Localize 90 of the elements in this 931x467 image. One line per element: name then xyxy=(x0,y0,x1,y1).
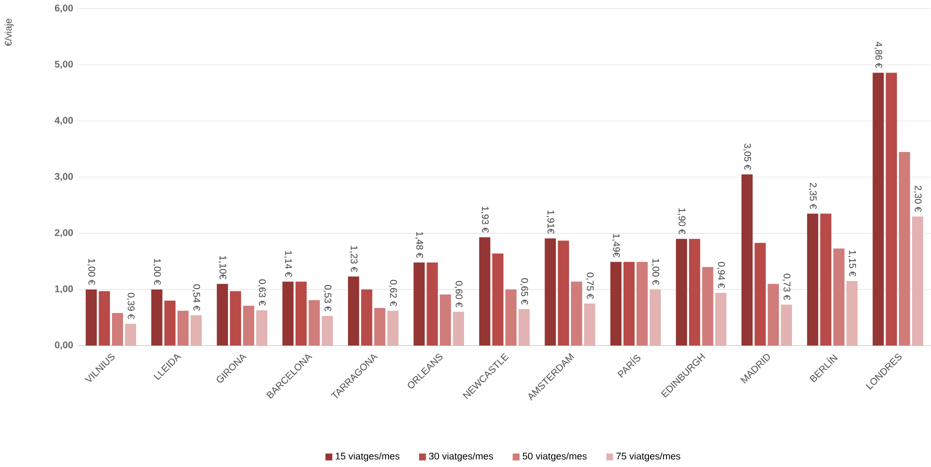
data-label: 2,30 € xyxy=(914,186,922,212)
data-label: 1,15 € xyxy=(848,250,856,276)
bar xyxy=(544,238,556,346)
data-label: 0,65 € xyxy=(520,278,528,304)
bar xyxy=(650,289,661,346)
data-label: 1,49€ xyxy=(612,234,620,258)
bar xyxy=(230,291,242,346)
bar xyxy=(190,315,202,346)
bar xyxy=(177,310,189,346)
bar xyxy=(505,289,517,346)
data-label: 1,48 € xyxy=(415,232,424,258)
bar xyxy=(86,289,97,346)
bar xyxy=(452,312,464,346)
legend-label: 15 viatges/mes xyxy=(336,452,400,462)
bar xyxy=(742,174,753,346)
data-label: 1,23 € xyxy=(350,246,358,272)
bar xyxy=(584,303,596,346)
bar xyxy=(610,262,622,346)
data-label: 1,00 € xyxy=(651,258,660,285)
bar xyxy=(164,300,176,346)
data-label: 3,05 € xyxy=(743,143,752,170)
bar xyxy=(570,282,582,346)
bar xyxy=(125,324,136,346)
data-label: 0,60 € xyxy=(454,281,462,308)
data-label: 1,93 € xyxy=(480,206,489,233)
y-axis-title: €/viaje xyxy=(4,18,14,46)
bar xyxy=(414,262,425,346)
data-label: 2,35 € xyxy=(808,182,817,210)
legend-label: 30 viatges/mes xyxy=(429,452,494,462)
bar xyxy=(256,310,268,346)
bar xyxy=(374,308,386,346)
bar xyxy=(518,309,530,346)
bar xyxy=(623,262,635,346)
bar xyxy=(636,262,648,346)
data-label: 0,94 € xyxy=(716,262,725,288)
bar xyxy=(846,281,858,346)
y-tick-label: 4,00 xyxy=(54,116,73,126)
data-label: 1,14 € xyxy=(284,251,292,277)
bar xyxy=(780,304,792,346)
y-tick-label: 6,00 xyxy=(54,4,73,13)
bar xyxy=(820,214,832,346)
bar xyxy=(754,242,766,346)
bar xyxy=(348,276,360,346)
data-label: 4,86 € xyxy=(874,42,882,68)
data-label: 0,54 € xyxy=(192,284,200,311)
bar xyxy=(492,254,504,346)
bar xyxy=(807,214,818,346)
bar xyxy=(243,306,254,346)
y-tick-label: 0,00 xyxy=(54,342,73,350)
data-label: 0,62 € xyxy=(388,280,397,306)
y-tick-label: 5,00 xyxy=(54,60,73,69)
data-label: 1,91€ xyxy=(546,210,554,234)
bar xyxy=(387,310,398,346)
data-label: 0,75 € xyxy=(586,272,594,299)
bar xyxy=(479,237,490,346)
bar xyxy=(715,292,726,346)
y-tick-label: 1,00 xyxy=(55,285,73,294)
bar xyxy=(426,262,438,346)
data-label: 1,10€ xyxy=(218,256,226,280)
data-label: 0,39 € xyxy=(126,292,135,320)
bar xyxy=(558,240,570,346)
bar xyxy=(912,216,924,346)
bar xyxy=(689,238,700,346)
bar xyxy=(216,284,228,346)
y-tick-label: 2,00 xyxy=(54,229,73,238)
bar xyxy=(296,282,307,346)
bar xyxy=(361,289,372,346)
bar xyxy=(768,284,779,346)
bar xyxy=(886,72,897,346)
y-tick-label: 3,00 xyxy=(54,173,73,182)
data-label: 1,90 € xyxy=(678,208,686,234)
data-label: 0,63 € xyxy=(258,279,266,306)
data-label: 1,00 € xyxy=(87,258,96,285)
bar xyxy=(282,282,294,346)
bar xyxy=(702,266,714,346)
bar xyxy=(322,316,333,346)
data-label: 0,73 € xyxy=(782,274,790,300)
bar xyxy=(833,248,844,346)
bar xyxy=(112,313,124,346)
bar xyxy=(898,152,910,346)
bar xyxy=(872,72,884,346)
bar xyxy=(151,289,162,346)
bar xyxy=(308,300,320,346)
bar xyxy=(440,294,451,346)
data-label: 1,00 € xyxy=(152,258,161,285)
bar xyxy=(676,238,688,346)
data-label: 0,53 € xyxy=(323,284,332,312)
bar xyxy=(98,291,110,346)
legend-label: 75 viatges/mes xyxy=(616,452,680,462)
legend-label: 50 viatges/mes xyxy=(522,452,587,462)
